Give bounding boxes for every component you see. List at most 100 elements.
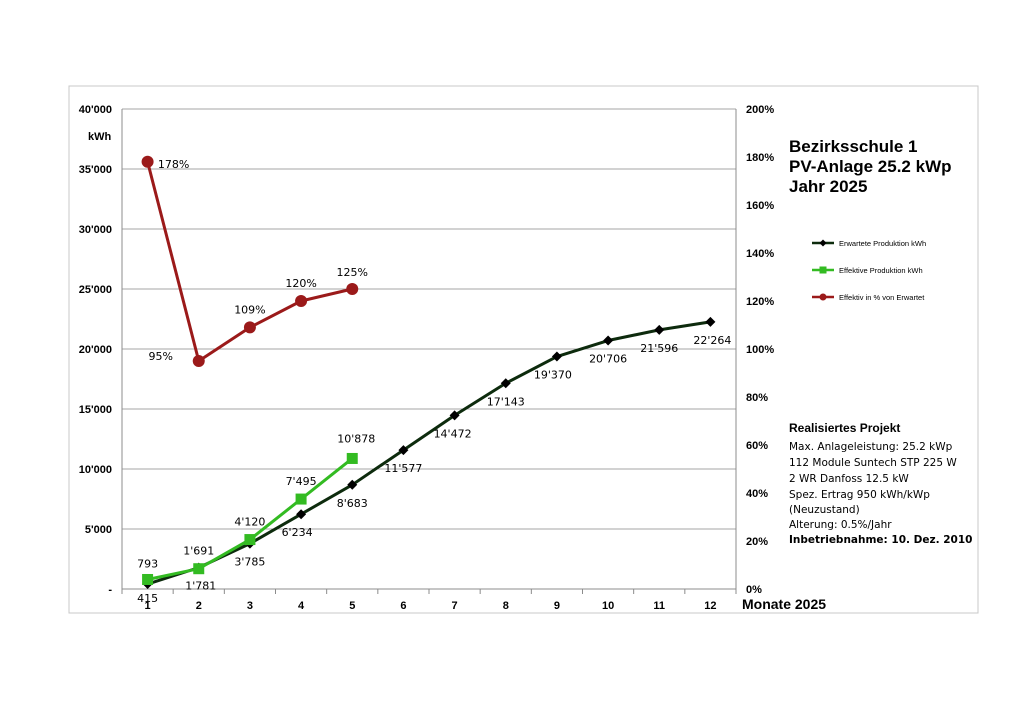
x-tick-label: 7 xyxy=(452,600,458,612)
data-label: 178% xyxy=(158,158,189,171)
expected-point xyxy=(449,410,460,421)
expected-point xyxy=(551,351,562,362)
ratio-point xyxy=(141,155,154,168)
actual-point xyxy=(346,452,358,464)
data-label: 1'691 xyxy=(183,545,214,558)
expected-point xyxy=(398,445,409,456)
title-line-1: Bezirksschule 1 xyxy=(789,137,918,156)
data-label: 21'596 xyxy=(640,342,678,355)
expected-point xyxy=(296,509,307,520)
data-label: 11'577 xyxy=(384,462,422,475)
info-footer: Inbetriebnahme: 10. Dez. 2010 xyxy=(789,534,972,546)
y-tick-label: - xyxy=(108,584,112,596)
data-label: 1'781 xyxy=(185,580,216,593)
expected-point xyxy=(500,378,511,389)
info-line: (Neuzustand) xyxy=(789,504,860,516)
x-tick-label: 6 xyxy=(400,600,406,612)
series xyxy=(141,155,716,590)
x-tick-label: 5 xyxy=(349,600,355,612)
y-tick-label: 20'000 xyxy=(79,344,112,356)
y-tick-label: 15'000 xyxy=(79,404,112,416)
y-tick-label: 35'000 xyxy=(79,164,112,176)
x-tick-label: 11 xyxy=(653,600,665,612)
data-label: 8'683 xyxy=(337,497,368,510)
title-line-3: Jahr 2025 xyxy=(789,177,867,196)
x-tick-label: 12 xyxy=(704,600,716,612)
data-label: 95% xyxy=(149,350,173,363)
chart-title: Bezirksschule 1 PV-Anlage 25.2 kWp Jahr … xyxy=(789,137,952,196)
x-tick-label: 1 xyxy=(145,600,151,612)
y2-tick-label: 40% xyxy=(746,488,768,500)
expected-point xyxy=(654,324,665,335)
ratio-point xyxy=(346,283,359,295)
ratio-point xyxy=(243,321,256,334)
y-tick-label: 40'000 xyxy=(79,104,112,116)
series-line-1 xyxy=(147,320,711,586)
data-label: 3'785 xyxy=(234,556,265,569)
x-tick-label: 2 xyxy=(196,600,202,612)
data-label: 22'264 xyxy=(693,334,731,347)
legend-marker xyxy=(819,239,827,247)
y2-tick-label: 200% xyxy=(746,104,774,116)
data-label: 793 xyxy=(137,557,158,570)
ratio-point xyxy=(192,355,205,367)
y-tick-label: 25'000 xyxy=(79,284,112,296)
x-tick-label: 3 xyxy=(247,600,253,612)
x-tick-label: 9 xyxy=(554,600,560,612)
data-label: 6'234 xyxy=(282,526,313,539)
data-label: 4'120 xyxy=(234,516,265,529)
y2-tick-label: 20% xyxy=(746,536,768,548)
data-labels: 415 1'781 3'785 6'234 8'683 11'577 14'472 17'14… xyxy=(137,158,731,605)
info-heading: Realisiertes Projekt xyxy=(789,421,900,435)
legend-marker xyxy=(819,266,827,274)
data-label: 10'878 xyxy=(337,432,375,445)
y2-tick-label: 100% xyxy=(746,344,774,356)
y-tick-label: 10'000 xyxy=(79,464,112,476)
info-line: 112 Module Suntech STP 225 W xyxy=(789,457,957,469)
data-label: 415 xyxy=(137,592,158,605)
data-label: 14'472 xyxy=(434,427,472,440)
expected-point xyxy=(705,316,716,327)
info-line: Spez. Ertrag 950 kWh/kWp xyxy=(789,489,930,501)
y2-tick-label: 160% xyxy=(746,200,774,212)
legend-label: Effektiv in % von Erwartet xyxy=(839,293,925,302)
y-axis-unit: kWh xyxy=(88,131,112,143)
y2-tick-label: 140% xyxy=(746,248,774,260)
x-tick-label: 8 xyxy=(503,600,509,612)
expected-point xyxy=(603,335,614,346)
legend-label: Erwartete Produktion kWh xyxy=(839,239,926,248)
legend-label: Effektive Produktion kWh xyxy=(839,266,923,275)
x-tick-label: 4 xyxy=(298,600,305,612)
data-label: 17'143 xyxy=(487,395,525,408)
legend: Erwartete Produktion kWh Effektive Produk… xyxy=(812,239,926,302)
axes: - 5'000 10'000 15'000 20'000 25'000 30'000 35'0… xyxy=(79,104,775,612)
y2-tick-label: 60% xyxy=(746,440,768,452)
y2-tick-label: 0% xyxy=(746,584,762,596)
y-tick-label: 5'000 xyxy=(85,524,112,536)
actual-point xyxy=(244,534,256,546)
x-tick-label: 10 xyxy=(602,600,614,612)
data-label: 20'706 xyxy=(589,353,627,366)
y2-tick-label: 120% xyxy=(746,296,774,308)
project-info: Realisiertes Projekt Max. Anlageleistung… xyxy=(789,421,972,546)
data-label: 109% xyxy=(234,303,265,316)
title-line-2: PV-Anlage 25.2 kWp xyxy=(789,157,952,176)
actual-point xyxy=(295,493,307,505)
info-line: Alterung: 0.5%/Jahr xyxy=(789,519,892,531)
data-label: 7'495 xyxy=(286,475,317,488)
data-label: 19'370 xyxy=(534,369,572,382)
info-line: Max. Anlageleistung: 25.2 kWp xyxy=(789,441,953,453)
actual-point xyxy=(142,573,154,585)
data-label: 125% xyxy=(337,266,368,279)
x-axis-label: Monate 2025 xyxy=(742,596,826,612)
y2-tick-label: 180% xyxy=(746,152,774,164)
gridlines xyxy=(122,108,736,530)
data-label: 120% xyxy=(285,277,316,290)
legend-marker xyxy=(819,293,827,301)
ratio-point xyxy=(295,295,308,307)
actual-point xyxy=(193,563,205,575)
expected-point xyxy=(347,479,358,490)
y2-tick-label: 80% xyxy=(746,392,768,404)
info-line: 2 WR Danfoss 12.5 kW xyxy=(789,473,909,485)
